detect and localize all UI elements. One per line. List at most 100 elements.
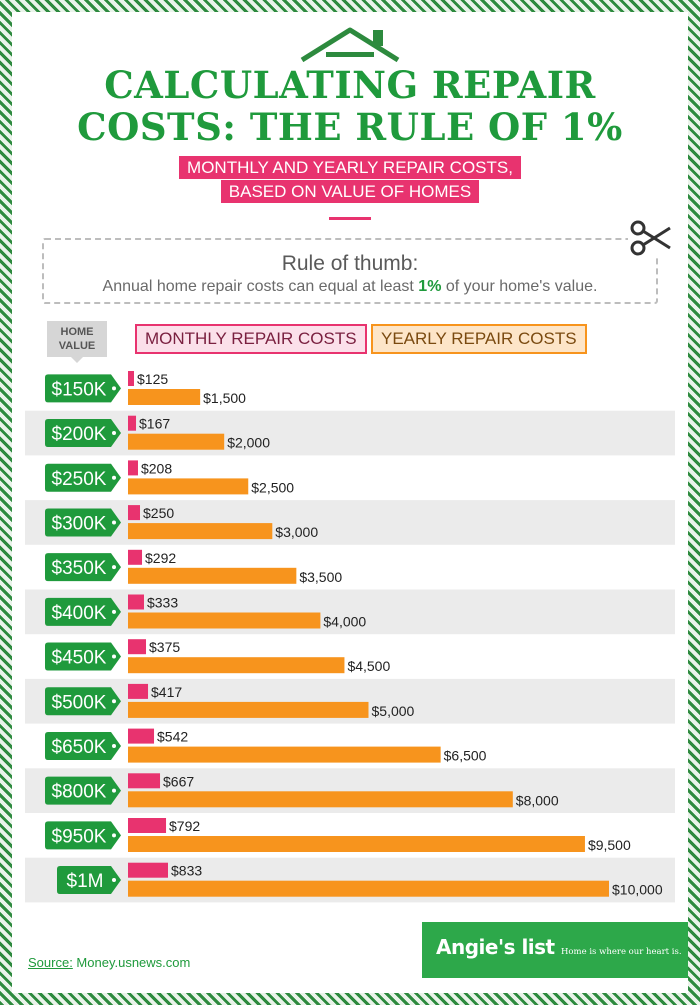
yearly-bar: [128, 612, 321, 629]
monthly-bar: [128, 683, 149, 699]
angies-list-logo: Angie's list Home is where our heart is.: [422, 922, 688, 978]
yearly-bar: [128, 701, 369, 718]
home-value-label: $650K: [52, 737, 107, 758]
home-value-label: $300K: [52, 513, 107, 534]
monthly-value-label: $792: [169, 818, 200, 834]
home-value-label: $200K: [52, 424, 107, 445]
row-background: [25, 410, 675, 456]
home-value-tag: [45, 687, 121, 716]
home-value-label: $500K: [52, 692, 107, 713]
source-note: Source: Money.usnews.com: [28, 955, 191, 970]
monthly-bar: [128, 639, 147, 655]
monthly-value-label: $292: [145, 550, 176, 566]
home-value-label: $150K: [52, 379, 107, 400]
tag-hole: [112, 520, 116, 525]
yearly-bar: [128, 746, 441, 763]
yearly-bar: [128, 478, 249, 495]
repair-cost-chart: $150K $125 $1,500 $200K $167 $2,000 $250K $208 $…: [25, 371, 675, 903]
legend-yearly: YEARLY REPAIR COSTS: [371, 324, 587, 354]
monthly-bar: [128, 549, 143, 565]
home-value-tag: [45, 821, 121, 850]
yearly-value-label: $4,500: [347, 658, 390, 674]
subtitle: MONTHLY AND YEARLY REPAIR COSTS, BASED O…: [0, 156, 700, 204]
scissors-icon: [628, 218, 676, 258]
monthly-value-label: $250: [143, 505, 174, 521]
tag-hole: [112, 609, 116, 614]
home-value-tag: [45, 776, 121, 805]
monthly-bar: [128, 460, 138, 476]
row-background: [25, 500, 675, 545]
monthly-value-label: $167: [139, 416, 170, 432]
yearly-bar: [128, 880, 609, 897]
home-value-tag: [45, 508, 121, 537]
home-value-tag: [45, 597, 121, 626]
yearly-bar: [128, 567, 297, 584]
tag-hole: [112, 699, 116, 704]
monthly-bar: [128, 728, 155, 744]
logo-wordmark: Angie's list: [436, 935, 555, 959]
monthly-bar: [128, 371, 135, 386]
subtitle-divider: [329, 217, 371, 220]
monthly-bar: [128, 773, 161, 789]
monthly-value-label: $375: [149, 639, 180, 655]
home-value-label: $800K: [52, 782, 107, 803]
legend-monthly: MONTHLY REPAIR COSTS: [135, 324, 367, 354]
home-value-tag: [57, 866, 121, 895]
rule-of-thumb-box: Rule of thumb: Annual home repair costs …: [42, 238, 658, 304]
yearly-bar: [128, 523, 273, 540]
yearly-bar: [128, 389, 201, 405]
home-value-label: $1M: [67, 871, 104, 892]
home-value-label: $450K: [52, 648, 107, 669]
monthly-bar: [128, 415, 137, 431]
yearly-value-label: $3,000: [275, 524, 318, 540]
yearly-value-label: $2,500: [251, 479, 294, 495]
yearly-bar: [128, 657, 345, 674]
monthly-value-label: $208: [141, 460, 172, 476]
house-roof-icon: [300, 27, 400, 63]
yearly-value-label: $3,500: [299, 569, 342, 585]
yearly-value-label: $10,000: [612, 882, 663, 898]
monthly-value-label: $833: [171, 863, 202, 879]
logo-tagline: Home is where our heart is.: [561, 947, 682, 957]
tag-hole: [112, 565, 116, 570]
home-value-label: $250K: [52, 469, 107, 490]
monthly-value-label: $333: [147, 595, 178, 611]
tag-hole: [112, 431, 116, 436]
monthly-value-label: $417: [151, 684, 182, 700]
tag-hole: [112, 878, 116, 883]
tag-hole: [112, 654, 116, 659]
tag-hole: [112, 743, 116, 748]
home-value-badge: HOME VALUE: [47, 321, 107, 363]
home-value-tag: [45, 374, 121, 403]
home-value-tag: [45, 553, 121, 582]
monthly-value-label: $125: [137, 371, 168, 387]
tag-hole: [112, 475, 116, 480]
monthly-bar: [128, 505, 141, 521]
home-value-tag: [45, 642, 121, 671]
monthly-bar: [128, 594, 144, 610]
yearly-value-label: $4,000: [323, 614, 366, 630]
yearly-value-label: $8,000: [516, 792, 559, 808]
yearly-bar: [128, 791, 513, 808]
yearly-bar: [128, 836, 585, 852]
yearly-bar: [128, 433, 225, 450]
tag-hole: [112, 386, 116, 391]
yearly-value-label: $2,000: [227, 435, 270, 451]
home-value-label: $950K: [52, 826, 107, 847]
monthly-bar: [128, 862, 168, 878]
yearly-value-label: $6,500: [444, 748, 487, 764]
monthly-value-label: $542: [157, 729, 188, 745]
page-title: CALCULATING REPAIR COSTS: THE RULE OF 1%: [77, 63, 623, 149]
tag-hole: [112, 833, 116, 838]
home-value-tag: [45, 419, 121, 448]
yearly-value-label: $1,500: [203, 390, 246, 406]
home-value-tag: [45, 731, 121, 760]
tag-hole: [112, 788, 116, 793]
yearly-value-label: $9,500: [588, 837, 631, 853]
rule-title: Rule of thumb:: [281, 252, 419, 275]
home-value-label: $400K: [52, 603, 107, 624]
home-value-label: $350K: [52, 558, 107, 579]
monthly-value-label: $667: [163, 773, 194, 789]
rule-text: Annual home repair costs can equal at le…: [102, 278, 598, 295]
home-value-tag: [45, 463, 121, 492]
